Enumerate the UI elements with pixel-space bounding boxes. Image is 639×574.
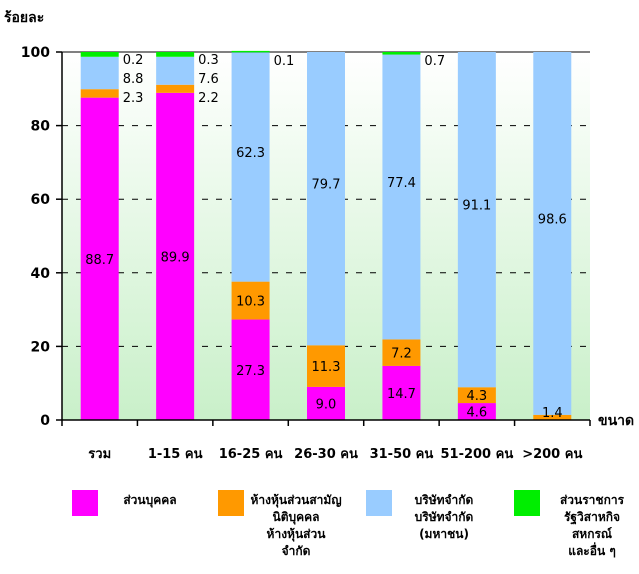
bar-segment-s2 <box>382 339 421 366</box>
legend-label-line: ห้างหุ้นส่วน <box>266 527 326 541</box>
bar-segment-s2 <box>156 84 195 93</box>
data-label: 27.3 <box>236 364 265 379</box>
legend-label-line: รัฐวิสาหกิจ <box>563 510 621 524</box>
bar-segment-s3 <box>457 52 496 388</box>
legend-label-line: ส่วนบุคคล <box>123 493 177 507</box>
legend-label-line: บริษัทจำกัด <box>414 493 474 507</box>
bar-segment-s3 <box>80 56 119 90</box>
data-labels: 88.7 0.2 8.8 2.3 89.9 0.3 7.6 2.2 27.3 10.3 62.3 0.… <box>85 53 567 421</box>
bar-segment-s3 <box>231 52 270 282</box>
bar-segment-s3 <box>156 56 195 85</box>
bar-segment-s4 <box>80 52 119 57</box>
bar-segment-s2 <box>231 281 270 320</box>
data-label: 9.0 <box>316 397 337 412</box>
data-label: 88.7 <box>85 253 114 268</box>
data-label: 0.3 <box>198 53 219 68</box>
y-tick-label: 20 <box>31 339 51 355</box>
data-label: 0.2 <box>123 53 144 68</box>
bar-segment-s3 <box>533 52 572 415</box>
bar-segment-s4 <box>156 52 195 57</box>
data-label: 7.2 <box>391 347 412 362</box>
data-label: 0.1 <box>274 54 295 69</box>
bar-segment-s2 <box>457 387 496 404</box>
x-category-label: รวม <box>88 447 111 462</box>
y-tick-label: 0 <box>40 413 50 429</box>
bar-segment-s2 <box>307 345 345 387</box>
data-label: 1.4 <box>542 406 563 421</box>
bar-segment-s1 <box>156 92 195 421</box>
bar-segment-s3 <box>382 54 421 340</box>
legend-label: ส่วนราชการรัฐวิสาหกิจสหกรณ์และอื่น ๆ <box>544 492 639 560</box>
legend-swatch <box>218 490 244 516</box>
data-label: 8.8 <box>123 72 144 87</box>
bar-segment-s1 <box>457 403 496 420</box>
x-category-label: >200 คน <box>522 447 582 462</box>
data-label: 0.7 <box>424 54 445 69</box>
bars <box>80 50 572 421</box>
legend-label-line: และอื่น ๆ <box>568 544 616 558</box>
x-category-label: 51-200 คน <box>440 447 513 462</box>
bar-segment-s1 <box>231 319 270 420</box>
x-axis-title: ขนาด <box>598 413 634 429</box>
legend-swatch <box>72 490 98 516</box>
data-label: 4.3 <box>467 389 488 404</box>
data-label: 62.3 <box>236 146 265 161</box>
data-label: 10.3 <box>236 295 265 310</box>
x-category-label: 26-30 คน <box>294 447 358 462</box>
legend-label-line: ห้างหุ้นส่วนสามัญ <box>250 493 342 507</box>
legend-label-line: (มหาชน) <box>419 527 469 541</box>
data-label: 7.6 <box>198 72 219 87</box>
legend-label: ห้างหุ้นส่วนสามัญนิติบุคคลห้างหุ้นส่วนจำ… <box>248 492 344 560</box>
x-category-label: 31-50 คน <box>370 447 434 462</box>
data-label: 2.3 <box>123 91 144 106</box>
data-label: 4.6 <box>467 406 488 421</box>
data-label: 98.6 <box>538 212 567 227</box>
data-label: 91.1 <box>462 199 491 214</box>
y-tick-label: 60 <box>31 192 51 208</box>
x-category-label: 1-15 คน <box>148 447 203 462</box>
data-label: 11.3 <box>312 360 341 375</box>
y-tick-label: 100 <box>21 45 50 61</box>
legend-label-line: บริษัทจำกัด <box>414 510 474 524</box>
bar-segment-s4 <box>231 50 270 53</box>
legend-label-line: สหกรณ์ <box>571 527 613 541</box>
bar-segment-s4 <box>382 52 421 55</box>
y-axis-title: ร้อยละ <box>4 10 44 26</box>
bar-segment-s2 <box>533 414 572 420</box>
bar-segment-s1 <box>382 365 421 420</box>
x-category-label: 16-25 คน <box>219 447 283 462</box>
data-label: 79.7 <box>312 178 341 193</box>
data-label: 77.4 <box>387 176 416 191</box>
y-tick-label: 40 <box>31 266 51 282</box>
bar-segment-s2 <box>80 89 119 98</box>
legend-label-line: ส่วนราชการ <box>559 493 625 507</box>
bar-segment-s1 <box>307 386 345 420</box>
legend-swatch <box>514 490 540 516</box>
legend-label: ส่วนบุคคล <box>102 492 198 509</box>
y-tick-label: 80 <box>31 119 51 135</box>
legend-label: บริษัทจำกัด บริษัทจำกัด (มหาชน) <box>396 492 492 543</box>
data-label: 2.2 <box>198 91 219 106</box>
legend-swatch <box>366 490 392 516</box>
data-label: 89.9 <box>161 250 190 265</box>
bar-segment-s3 <box>307 52 345 346</box>
legend-label-line: นิติบุคคล <box>272 510 320 524</box>
axes: 0 20 40 60 80 100 รวม 1-15 คน 16-25 คน 26-30 คน 31… <box>21 45 591 462</box>
legend-label-line: จำกัด <box>281 544 311 558</box>
bar-segment-s1 <box>80 97 119 420</box>
data-label: 14.7 <box>387 387 416 402</box>
